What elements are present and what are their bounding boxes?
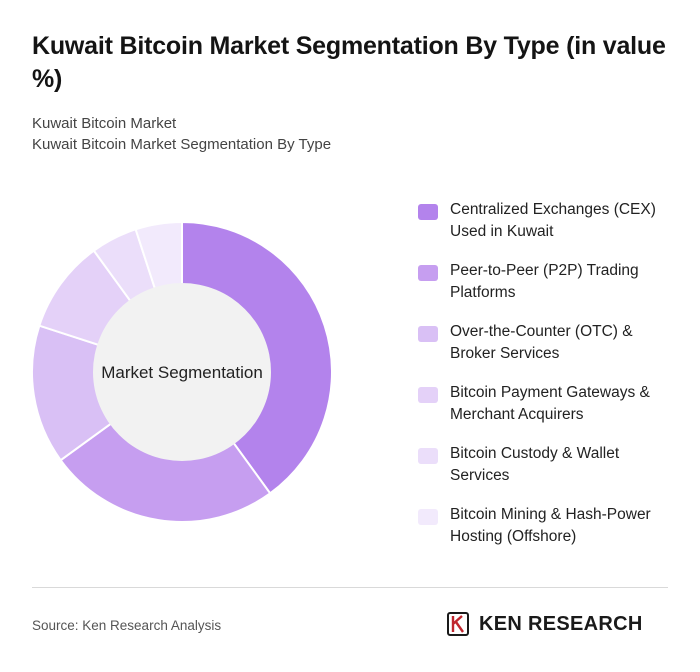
chart-title: Kuwait Bitcoin Market Segmentation By Ty… <box>32 32 666 93</box>
legend-swatch <box>418 387 438 403</box>
legend-item: Peer-to-Peer (P2P) Trading Platforms <box>418 260 678 321</box>
logo-text: KEN RESEARCH <box>479 612 643 635</box>
donut-chart: Market Segmentation <box>32 222 332 522</box>
legend-label: Bitcoin Mining & Hash-Power Hosting (Off… <box>450 506 651 545</box>
ken-research-logo: KEN RESEARCH <box>447 612 643 636</box>
legend: Centralized Exchanges (CEX) Used in Kuwa… <box>418 199 678 565</box>
donut-hole <box>93 283 271 461</box>
legend-label: Centralized Exchanges (CEX) Used in Kuwa… <box>450 201 656 240</box>
legend-swatch <box>418 204 438 220</box>
subtitle-segmentation: Kuwait Bitcoin Market Segmentation By Ty… <box>32 136 332 153</box>
legend-item: Centralized Exchanges (CEX) Used in Kuwa… <box>418 199 678 260</box>
legend-item: Bitcoin Mining & Hash-Power Hosting (Off… <box>418 504 678 565</box>
legend-swatch <box>418 265 438 281</box>
source-note: Source: Ken Research Analysis <box>32 618 222 633</box>
legend-swatch <box>418 509 438 525</box>
footer-divider <box>32 587 668 588</box>
legend-swatch <box>418 448 438 464</box>
center-label: Market Segmentation <box>101 363 263 382</box>
subtitle-market: Kuwait Bitcoin Market <box>32 115 177 132</box>
legend-item: Bitcoin Payment Gateways & Merchant Acqu… <box>418 382 678 443</box>
legend-label: Bitcoin Custody & Wallet Services <box>450 445 620 484</box>
legend-item: Bitcoin Custody & Wallet Services <box>418 443 678 504</box>
legend-label: Over-the-Counter (OTC) & Broker Services <box>450 323 633 362</box>
legend-swatch <box>418 326 438 342</box>
legend-label: Peer-to-Peer (P2P) Trading Platforms <box>450 262 639 301</box>
legend-item: Over-the-Counter (OTC) & Broker Services <box>418 321 678 382</box>
legend-label: Bitcoin Payment Gateways & Merchant Acqu… <box>450 384 650 423</box>
ken-research-logo-icon <box>447 612 469 636</box>
